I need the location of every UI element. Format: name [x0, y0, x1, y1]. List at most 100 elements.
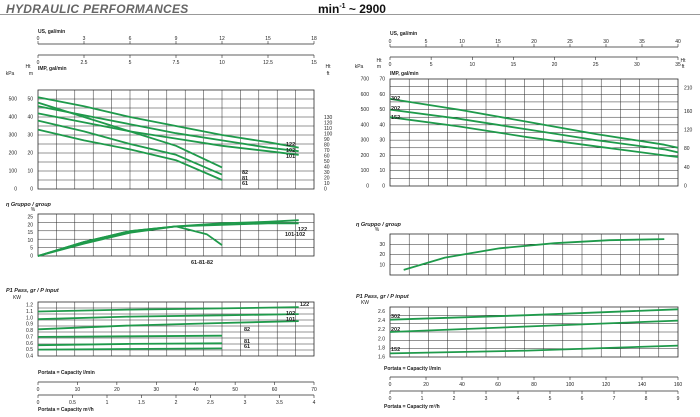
left-right-ht-unit: Ht [326, 64, 332, 70]
left-eff-unit: % [31, 207, 36, 213]
left-eff-frame [37, 213, 315, 257]
left-eff-tick: 15 [27, 230, 33, 236]
right-m3h-axis-label: 1 [421, 396, 424, 402]
left-ft-tick: 70 [324, 148, 330, 154]
left-head-series-61 [37, 128, 223, 181]
left-m-tick: 20 [27, 151, 33, 157]
left-power-series-122 [37, 306, 299, 313]
left-lmin-axis-label: 50 [232, 387, 238, 393]
right-top-axis-label: 35 [639, 39, 645, 45]
left-power-series-label: 101 [286, 317, 295, 323]
left-ft-unit: ft [327, 71, 330, 77]
right-m-tick: 0 [382, 184, 385, 190]
right-ht-unit: Ht [377, 58, 383, 64]
right-lmin-axis-label: 60 [495, 382, 501, 388]
right-m-tick: 70 [379, 77, 385, 83]
left-m-tick: 0 [30, 187, 33, 193]
right-ft-tick: 40 [684, 165, 690, 171]
right-top-axis-label: 40 [675, 39, 681, 45]
left-ft-tick: 120 [324, 121, 333, 127]
left-power-series-81 [37, 342, 223, 347]
left-m-tick: 10 [27, 169, 33, 175]
right-ft-tick: 160 [684, 109, 693, 115]
left-power-series-61 [37, 347, 223, 351]
right-m3h-axis-title: Portata = Capacity m³/h [384, 404, 440, 410]
left-m3h-axis-label: 2.5 [207, 400, 214, 406]
left-power-series-101 [37, 320, 299, 331]
left-power-tick: 0.9 [26, 322, 33, 328]
left-power-series-label: 82 [244, 327, 250, 333]
right-head-series-label: 202 [391, 106, 400, 112]
left-eff-series-61-81-82 [37, 225, 223, 257]
left-m-tick: 30 [27, 133, 33, 139]
right-top-axis-label: 20 [531, 39, 537, 45]
header-divider [0, 14, 700, 15]
left-power-series-82 [37, 334, 223, 338]
left-imp-axis-label: 12.5 [263, 60, 273, 66]
left-power-series-label: 81 [244, 339, 250, 345]
left-kpa-tick: 300 [9, 133, 18, 139]
left-power-tick: 0.7 [26, 334, 33, 340]
right-top-axis-title: US, gal/min [390, 31, 417, 37]
right-power-series-label: 202 [391, 327, 400, 333]
left-kpa-tick: 0 [14, 187, 17, 193]
left-eff-tick: 0 [30, 254, 33, 260]
left-head-series-label: 122 [286, 142, 295, 148]
right-head-series-label: 152 [391, 115, 400, 121]
left-ft-tick: 0 [324, 187, 327, 193]
left-top-axis-label: 6 [129, 36, 132, 42]
right-m-tick: 30 [379, 138, 385, 144]
left-power-series-label: 122 [300, 302, 309, 308]
right-lmin-axis-label: 40 [459, 382, 465, 388]
right-kpa-tick: 200 [361, 153, 370, 159]
right-power-series-152 [389, 344, 679, 355]
left-ft-tick: 80 [324, 143, 330, 149]
right-top-axis-label: 5 [425, 39, 428, 45]
left-ft-tick: 110 [324, 126, 332, 132]
right-lmin-axis-title: Portata = Capacity l/min [384, 366, 441, 372]
right-head-series-152 [389, 116, 679, 158]
left-power-tick: 0.5 [26, 347, 33, 353]
left-imp-axis-title: IMP, gal/min [38, 66, 67, 72]
right-m3h-axis-label: 0 [389, 396, 392, 402]
right-lmin-axis-label: 80 [531, 382, 537, 388]
right-m3h-axis-label: 6 [581, 396, 584, 402]
speed-prefix: min [318, 2, 340, 16]
right-m-tick: 20 [379, 153, 385, 159]
right-kpa-tick: 500 [361, 107, 370, 113]
right-lmin-axis-label: 100 [566, 382, 575, 388]
right-power-unit: KW [361, 300, 369, 306]
left-ft-tick: 90 [324, 137, 330, 143]
left-imp-axis-label: 10 [219, 60, 225, 66]
left-lmin-axis-title: Portata = Capacity l/min [38, 370, 95, 376]
right-imp-axis-label: 5 [430, 62, 433, 68]
page-title: HYDRAULIC PERFORMANCES [6, 2, 189, 16]
left-head-series-81 [37, 119, 223, 176]
left-m3h-axis-label: 0.5 [69, 400, 76, 406]
left-ft-tick: 30 [324, 170, 330, 176]
left-lmin-axis-label: 20 [114, 387, 120, 393]
right-kpa-tick: 300 [361, 138, 370, 144]
left-top-axis-label: 12 [219, 36, 225, 42]
left-ft-tick: 130 [324, 115, 333, 121]
left-imp-axis-label: 15 [311, 60, 317, 66]
right-kpa-tick: 600 [361, 92, 370, 98]
left-eff-series-122 [37, 219, 299, 257]
right-imp-axis-label: 15 [511, 62, 517, 68]
right-ft-tick: 210 [684, 86, 693, 92]
left-head-frame [37, 89, 315, 190]
right-m3h-axis-label: 3 [485, 396, 488, 402]
left-power-tick: 0.8 [26, 328, 33, 334]
left-m3h-axis-label: 2 [175, 400, 178, 406]
right-power-series-302 [389, 308, 679, 321]
right-top-axis-label: 15 [495, 39, 501, 45]
right-top-axis-label: 25 [567, 39, 573, 45]
right-power-title: P1 Pass, gr / P input [356, 294, 410, 300]
left-head-series-label: 102 [286, 148, 295, 154]
right-lmin-axis-label: 140 [638, 382, 647, 388]
right-ft-unit: ft [682, 64, 685, 70]
right-ft-tick: 120 [684, 128, 693, 134]
left-power-series-102 [37, 313, 299, 321]
left-kpa-tick: 100 [9, 169, 18, 175]
right-eff-tick: 30 [379, 242, 385, 248]
